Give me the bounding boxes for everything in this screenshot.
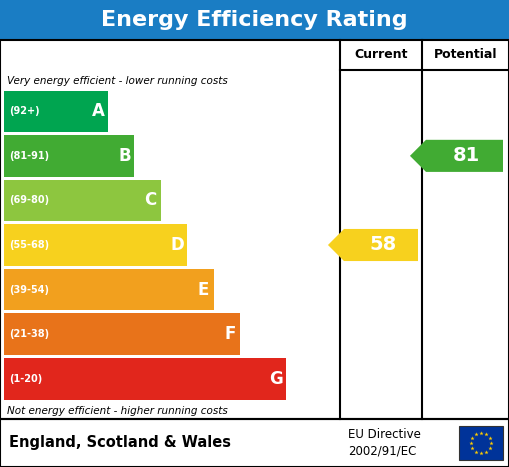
Bar <box>459 426 503 460</box>
Text: (1-20): (1-20) <box>9 374 42 384</box>
Text: A: A <box>92 102 104 120</box>
Text: D: D <box>171 236 184 254</box>
Text: Very energy efficient - lower running costs: Very energy efficient - lower running co… <box>7 76 228 86</box>
Polygon shape <box>410 140 503 172</box>
Bar <box>4 91 108 132</box>
Text: E: E <box>198 281 209 298</box>
Text: (69-80): (69-80) <box>9 195 49 205</box>
Text: EU Directive
2002/91/EC: EU Directive 2002/91/EC <box>348 428 421 458</box>
Text: F: F <box>224 325 236 343</box>
Bar <box>4 269 214 311</box>
Text: (21-38): (21-38) <box>9 329 49 339</box>
Bar <box>0 419 509 467</box>
Text: England, Scotland & Wales: England, Scotland & Wales <box>9 436 231 451</box>
Text: (55-68): (55-68) <box>9 240 49 250</box>
Text: (92+): (92+) <box>9 106 40 116</box>
Text: (81-91): (81-91) <box>9 151 49 161</box>
Text: 81: 81 <box>453 146 480 165</box>
Text: Not energy efficient - higher running costs: Not energy efficient - higher running co… <box>7 406 228 416</box>
Polygon shape <box>328 229 418 261</box>
Text: Current: Current <box>354 49 408 62</box>
Text: C: C <box>145 191 157 209</box>
Text: (39-54): (39-54) <box>9 284 49 295</box>
Text: Potential: Potential <box>434 49 497 62</box>
Bar <box>0 0 509 40</box>
Text: Energy Efficiency Rating: Energy Efficiency Rating <box>101 10 408 30</box>
Bar <box>4 358 286 399</box>
Bar <box>4 135 134 177</box>
Bar <box>0 40 509 419</box>
Bar <box>4 180 161 221</box>
Text: 58: 58 <box>370 235 397 255</box>
Bar <box>4 313 240 355</box>
Text: B: B <box>118 147 131 165</box>
Text: G: G <box>269 370 283 388</box>
Bar <box>4 224 187 266</box>
